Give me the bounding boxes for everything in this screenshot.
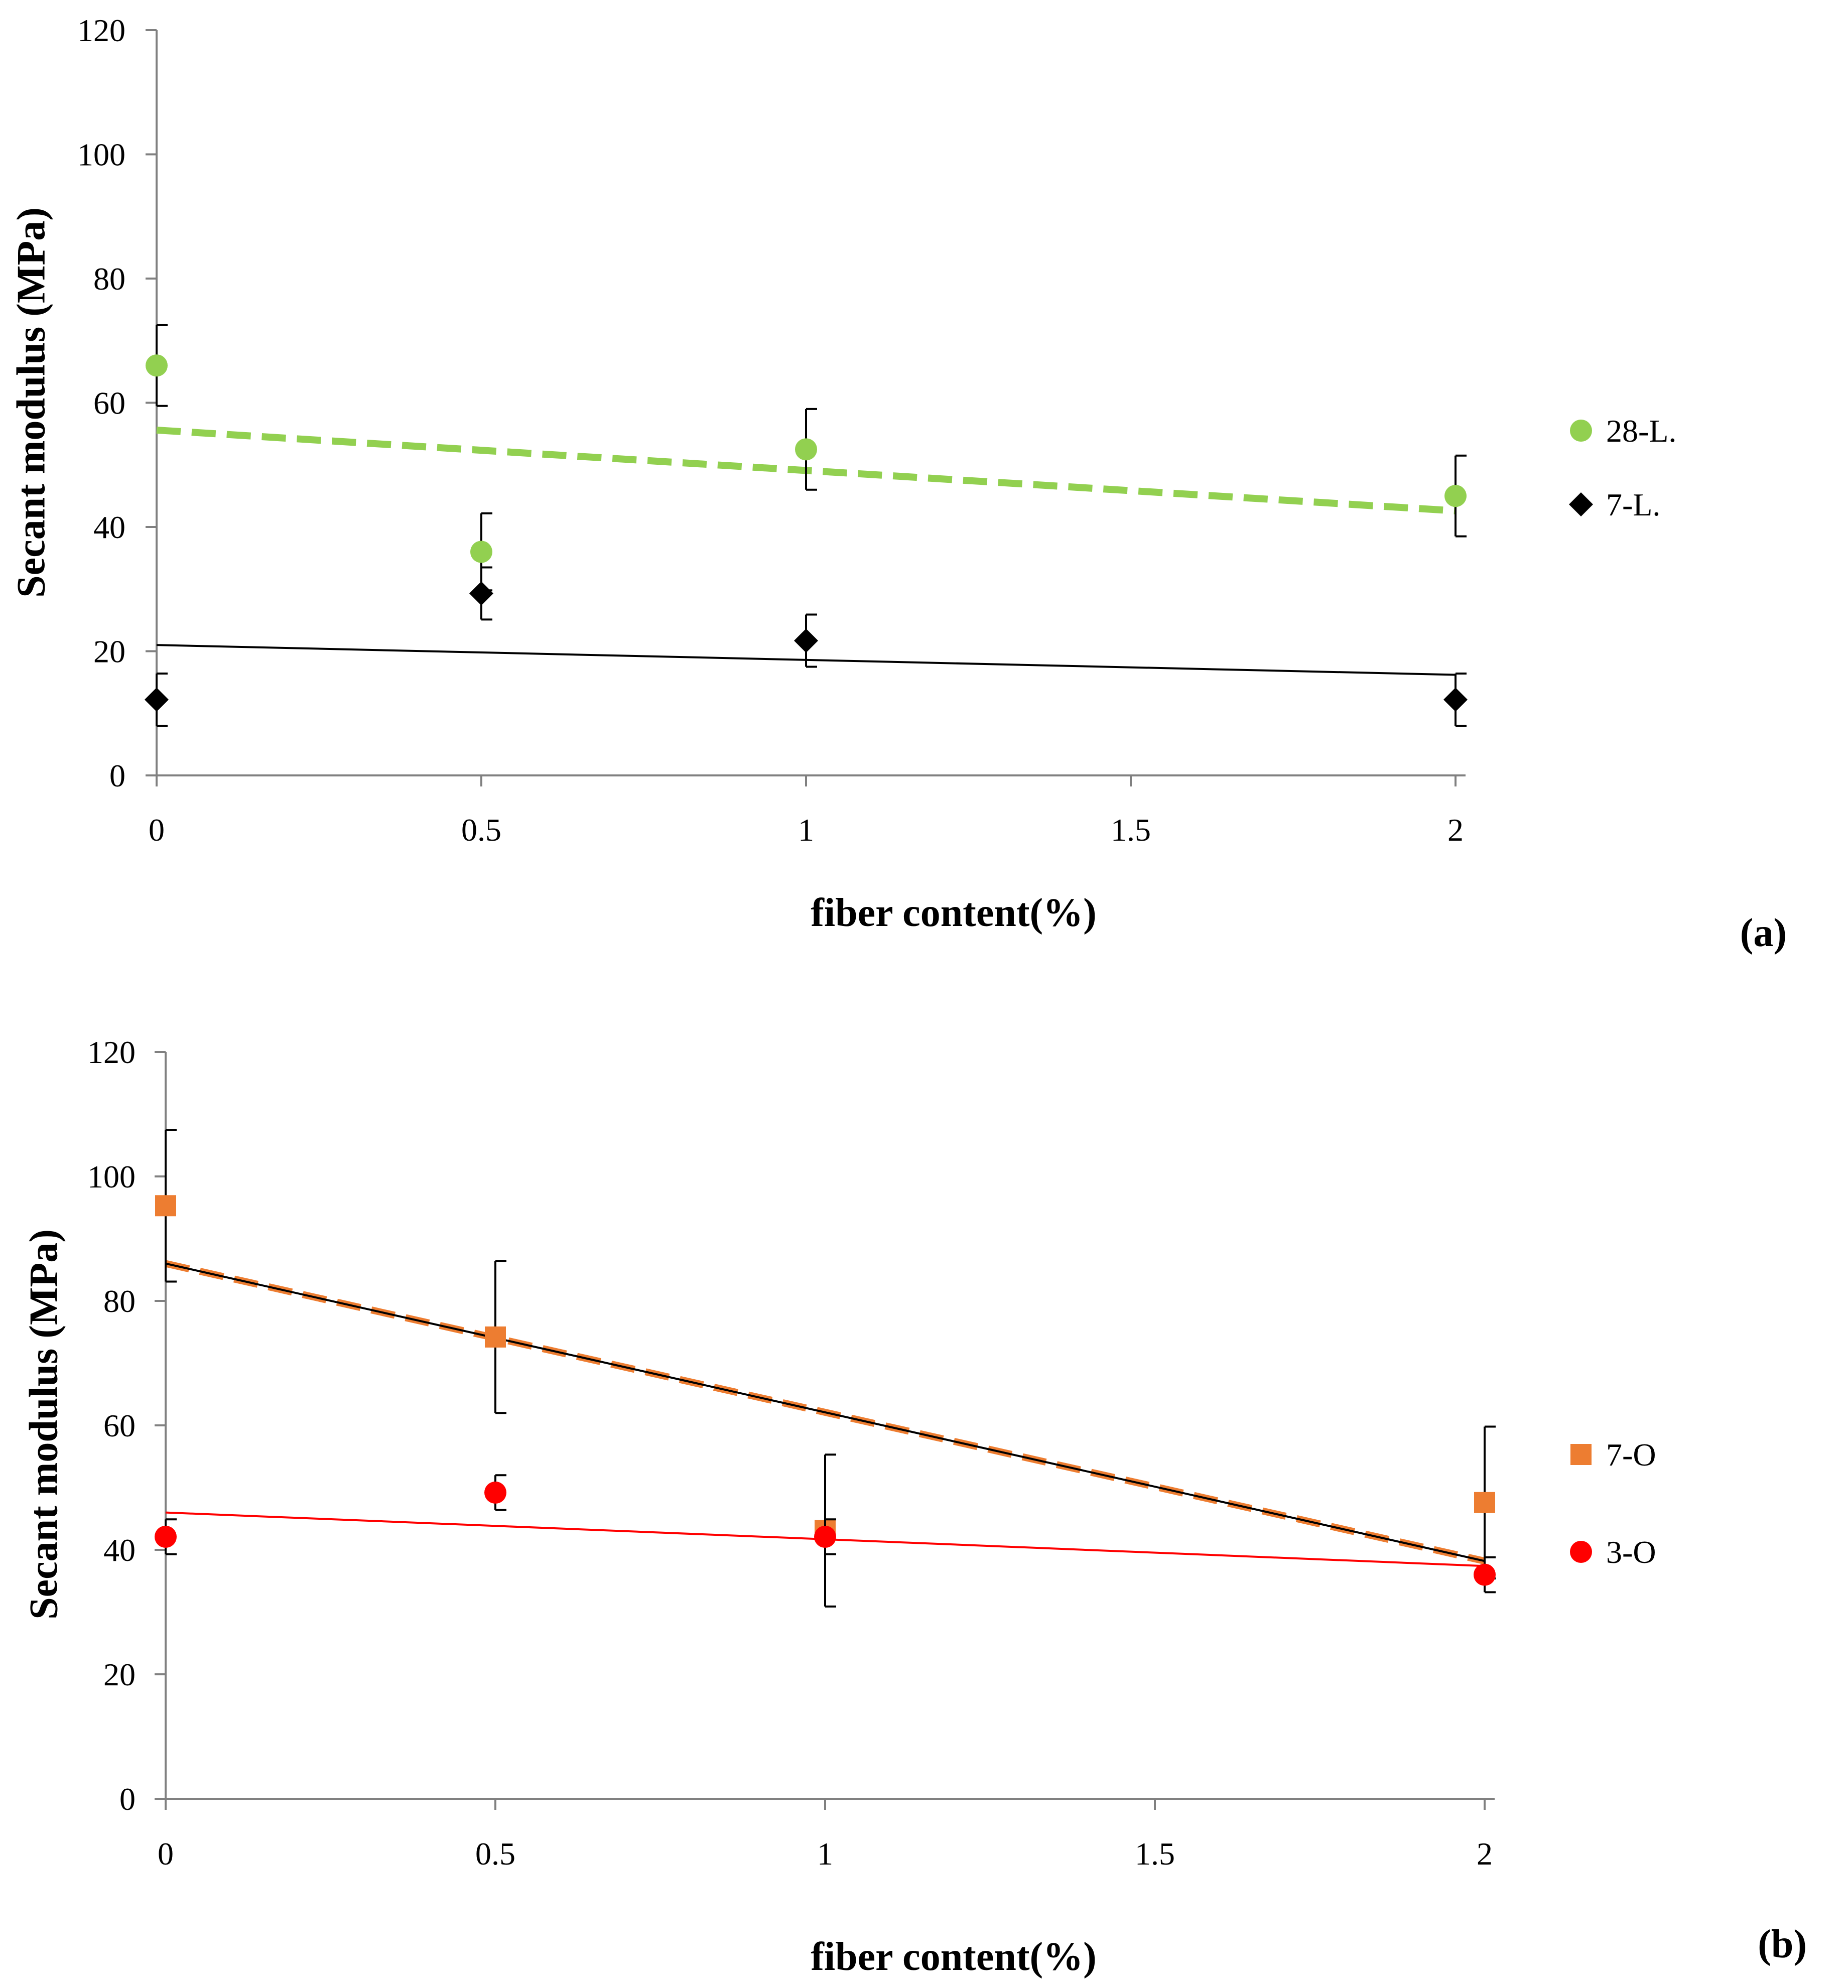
y-tick-label: 100	[87, 1159, 136, 1195]
x-tick-label: 1.5	[1111, 812, 1151, 848]
x-tick-label: 1	[798, 812, 814, 848]
legend-label: 7-L.	[1606, 487, 1660, 522]
data-point-7-L.	[145, 688, 169, 712]
y-tick-label: 80	[93, 261, 125, 297]
y-tick-label: 20	[103, 1657, 136, 1692]
y-tick-label: 60	[93, 385, 125, 421]
y-tick-label: 0	[109, 758, 125, 793]
y-tick-label: 100	[77, 137, 125, 173]
x-axis-title: fiber content(%)	[811, 891, 1097, 935]
data-point-28-L.	[1444, 485, 1467, 507]
y-tick-label: 60	[103, 1408, 136, 1443]
data-point-28-L.	[470, 541, 492, 563]
legend-label: 28-L.	[1606, 413, 1676, 449]
data-point-3-O	[484, 1481, 506, 1504]
y-axis-title: Secant modulus (MPa)	[9, 207, 53, 598]
x-tick-label: 1	[817, 1836, 833, 1872]
panel-label: (b)	[1758, 1922, 1807, 1966]
x-tick-label: 1.5	[1135, 1836, 1175, 1872]
trendline-overlay	[165, 1262, 1485, 1562]
legend-marker-7-L.	[1569, 492, 1593, 516]
data-point-7-L.	[469, 581, 493, 606]
data-point-3-O	[155, 1525, 177, 1548]
panel-label: (a)	[1740, 911, 1787, 955]
y-tick-label: 120	[87, 1034, 136, 1070]
y-tick-label: 40	[93, 509, 125, 545]
data-point-7-L.	[794, 628, 818, 653]
y-tick-label: 20	[93, 634, 125, 670]
legend-label: 3-O	[1606, 1534, 1656, 1570]
x-tick-label: 0	[158, 1836, 174, 1872]
data-point-28-L.	[795, 438, 817, 461]
legend-marker-28-L.	[1570, 420, 1592, 442]
chart-panel-a: 0 20 40 60 80 100 120 0 0.5 1 1.5 2 Secant modulus (…	[9, 13, 1787, 955]
data-point-7-L.	[1443, 688, 1468, 712]
x-tick-label: 0.5	[475, 1836, 515, 1872]
y-axis-title: Secant modulus (MPa)	[22, 1229, 66, 1620]
y-tick-label: 0	[119, 1781, 136, 1817]
x-tick-label: 0.5	[461, 812, 501, 848]
legend-marker-7-O	[1570, 1444, 1592, 1465]
data-point-3-O	[814, 1525, 836, 1548]
data-point-7-O	[485, 1326, 506, 1348]
data-point-7-O	[1474, 1492, 1495, 1513]
y-tick-label: 40	[103, 1532, 136, 1568]
x-tick-label: 0	[149, 812, 165, 848]
data-point-7-O	[155, 1195, 176, 1217]
x-tick-label: 2	[1477, 1836, 1493, 1872]
y-tick-label: 120	[77, 13, 125, 48]
y-tick-label: 80	[103, 1283, 136, 1319]
data-point-3-O	[1474, 1563, 1496, 1586]
x-tick-label: 2	[1447, 812, 1464, 848]
data-point-28-L.	[146, 354, 168, 377]
legend-label: 7-O	[1606, 1437, 1656, 1473]
x-axis-title: fiber content(%)	[811, 1935, 1097, 1979]
legend-marker-3-O	[1570, 1541, 1592, 1563]
chart-panel-b: 0 20 40 60 80 100 120 0 0.5 1 1.5 2 Secant modulus (…	[22, 1034, 1807, 1979]
